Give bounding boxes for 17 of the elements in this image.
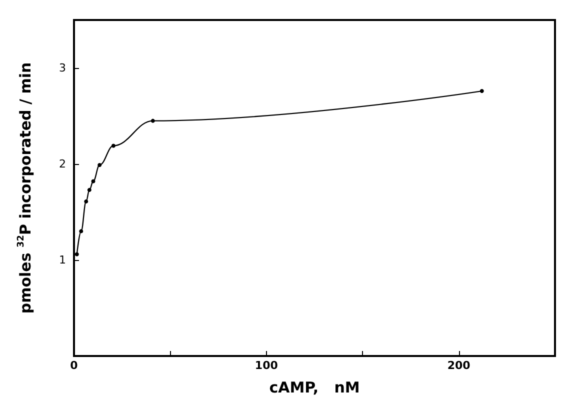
- point: [98, 162, 102, 167]
- y-tick-label: 1: [59, 254, 66, 266]
- point: [74, 252, 79, 256]
- point: [150, 118, 155, 123]
- x-axis-title: cAMP, nM: [269, 378, 360, 396]
- x-tick-label: 0: [70, 359, 78, 372]
- y-tick-label: 3: [59, 62, 66, 74]
- point: [79, 229, 84, 234]
- x-tick-label: 200: [447, 359, 471, 372]
- y-axis-title: pmoles 32P incorporated / min: [16, 62, 34, 314]
- point: [91, 179, 96, 184]
- point: [84, 199, 88, 204]
- point: [480, 89, 484, 94]
- y-tick-label: 2: [59, 158, 66, 170]
- point: [87, 188, 92, 192]
- point: [111, 144, 116, 148]
- x-tick-label: 100: [254, 359, 278, 372]
